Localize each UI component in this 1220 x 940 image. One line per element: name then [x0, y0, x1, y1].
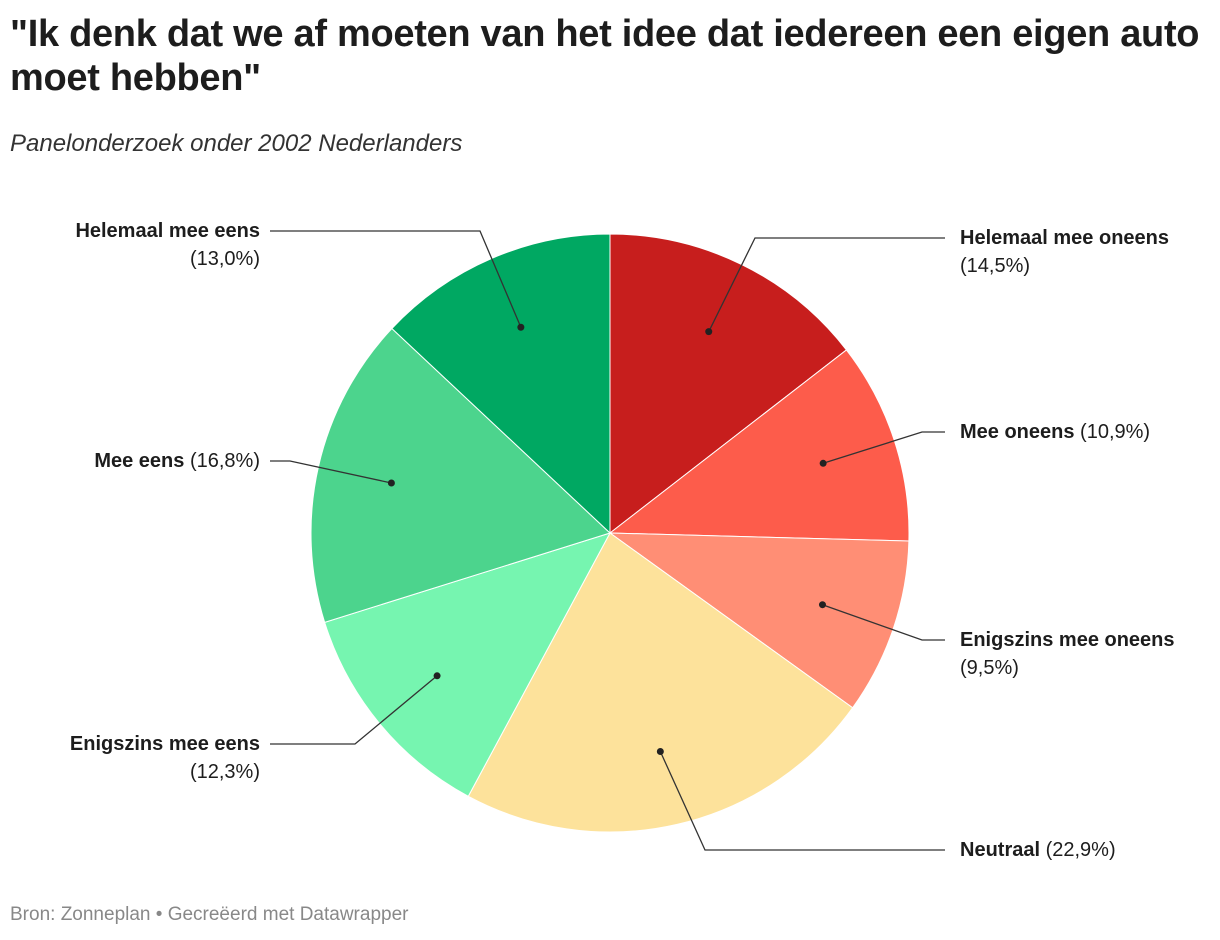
leader-dot-1: [819, 459, 827, 467]
leader-dot-2: [818, 601, 826, 609]
leader-dot-5: [387, 479, 395, 487]
slice-label-value: (12,3%): [189, 761, 260, 783]
slice-label-name: Mee oneens: [960, 421, 1075, 443]
footer-source: Bron: Zonneplan • Gecreëerd met Datawrap…: [10, 904, 409, 925]
slice-label-5: Mee eens (16,8%): [94, 447, 260, 475]
leader-dot-6: [517, 323, 525, 331]
slice-label-name: Enigszins mee oneens: [960, 629, 1175, 651]
leader-line-2: [822, 604, 945, 641]
slice-label-1: Mee oneens (10,9%): [960, 418, 1150, 446]
leader-dot-4: [433, 672, 441, 680]
slice-label-0: Helemaal mee oneens (14,5%): [960, 224, 1169, 280]
slice-label-value: (14,5%): [960, 255, 1031, 277]
slice-label-value: (22,9%): [1045, 839, 1116, 861]
pie-slice-2: [608, 532, 910, 709]
leader-dot-0: [705, 328, 713, 336]
leader-line-6: [270, 230, 522, 328]
pie-slice-3: [467, 532, 854, 833]
slice-label-name: Helemaal mee oneens: [960, 227, 1169, 249]
pie-slice-1: [608, 349, 910, 542]
slice-label-6: Helemaal mee eens (13,0%): [75, 217, 260, 273]
slice-label-value: (10,9%): [1080, 421, 1151, 443]
slice-label-name: Neutraal: [960, 839, 1041, 861]
slice-label-name: Enigszins mee eens: [69, 733, 260, 755]
slice-label-4: Enigszins mee eens (12,3%): [70, 730, 260, 786]
leader-line-1: [822, 431, 945, 464]
slice-label-value: (16,8%): [189, 450, 260, 472]
leader-line-0: [708, 237, 945, 332]
slice-label-name: Helemaal mee eens: [75, 220, 260, 242]
chart-title: "Ik denk dat we af moeten van het idee d…: [10, 13, 1200, 99]
leader-line-3: [659, 751, 945, 851]
slice-label-value: (13,0%): [189, 248, 260, 270]
leader-dot-3: [656, 748, 664, 756]
slice-label-2: Enigszins mee oneens (9,5%): [960, 626, 1175, 682]
chart-subtitle: Panelonderzoek onder 2002 Nederlanders: [10, 130, 463, 157]
slice-label-value: (9,5%): [960, 657, 1019, 679]
slice-label-3: Neutraal (22,9%): [960, 836, 1116, 864]
leader-line-5: [270, 460, 392, 484]
pie-slice-5: [310, 327, 611, 623]
slice-label-name: Mee eens: [94, 450, 185, 472]
leader-line-4: [270, 675, 438, 745]
